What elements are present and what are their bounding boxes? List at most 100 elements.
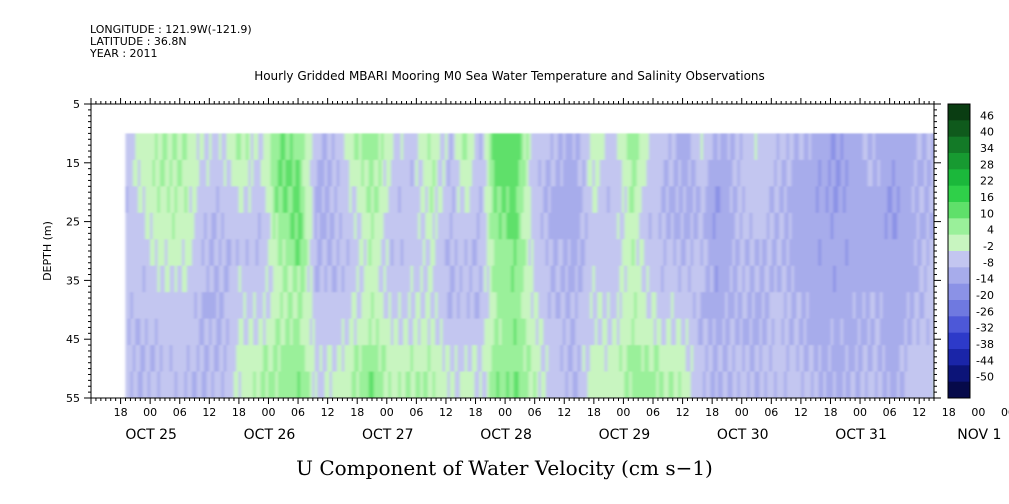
heatmap-cell (174, 345, 178, 373)
heatmap-cell (194, 159, 198, 187)
heatmap-cell (865, 292, 869, 320)
heatmap-cell (363, 371, 367, 398)
heatmap-cell (132, 133, 136, 161)
heatmap-cell (884, 186, 888, 214)
heatmap-cell (167, 133, 171, 161)
heatmap-cell (543, 186, 547, 214)
heatmap-cell (732, 186, 736, 214)
heatmap-cell (597, 371, 601, 398)
heatmap-cell (604, 318, 608, 346)
heatmap-cell (415, 159, 419, 187)
heatmap-cell (717, 186, 721, 214)
heatmap-cell (592, 239, 596, 267)
heatmap-cell (211, 212, 215, 240)
heatmap-cell (410, 186, 414, 214)
heatmap-cell (260, 159, 264, 187)
heatmap-cell (661, 133, 665, 161)
heatmap-cell (816, 212, 820, 240)
heatmap-cell (631, 318, 635, 346)
heatmap-cell (238, 318, 242, 346)
heatmap-cell (685, 133, 689, 161)
heatmap-cell (774, 265, 778, 293)
heatmap-cell (784, 292, 788, 320)
heatmap-cell (680, 265, 684, 293)
heatmap-cell (562, 212, 566, 240)
heatmap-cell (290, 212, 294, 240)
heatmap-cell (437, 292, 441, 320)
heatmap-cell (457, 265, 461, 293)
heatmap-cell (857, 371, 861, 398)
colorbar-swatch (948, 349, 970, 366)
heatmap-cell (327, 371, 331, 398)
heatmap-cell (395, 292, 399, 320)
heatmap-cell (619, 292, 623, 320)
heatmap-cell (538, 318, 542, 346)
heatmap-cell (297, 212, 301, 240)
heatmap-cell (366, 371, 370, 398)
heatmap-cell (226, 239, 230, 267)
heatmap-cell (253, 159, 257, 187)
heatmap-cell (408, 318, 412, 346)
heatmap-cell (693, 292, 697, 320)
heatmap-cell (641, 159, 645, 187)
x-hour-label: 06 (409, 406, 423, 419)
heatmap-cell (688, 345, 692, 373)
heatmap-cell (629, 159, 633, 187)
heatmap-cell (189, 265, 193, 293)
heatmap-cell (484, 133, 488, 161)
heatmap-cell (560, 371, 564, 398)
heatmap-cell (629, 345, 633, 373)
heatmap-cell (653, 292, 657, 320)
heatmap-cell (231, 292, 235, 320)
heatmap-cell (339, 371, 343, 398)
heatmap-cell (941, 372, 944, 399)
heatmap-cell (479, 239, 483, 267)
heatmap-cell (941, 186, 944, 213)
heatmap-cell (931, 371, 934, 398)
heatmap-cell (167, 318, 171, 346)
heatmap-cell (776, 371, 780, 398)
heatmap-cell (840, 186, 844, 214)
heatmap-cell (926, 239, 930, 267)
heatmap-cell (619, 265, 623, 293)
heatmap-cell (530, 186, 535, 214)
heatmap-cell (459, 159, 463, 187)
heatmap-cell (570, 371, 574, 398)
heatmap-cell (700, 239, 704, 267)
heatmap-cell (484, 186, 488, 214)
heatmap-cell (906, 239, 911, 267)
heatmap-cell (631, 292, 635, 320)
heatmap-cell (403, 371, 407, 398)
heatmap-cell (211, 345, 215, 373)
heatmap-cell (771, 292, 775, 320)
heatmap-cell (336, 345, 340, 373)
heatmap-cell (587, 345, 591, 373)
heatmap-cell (211, 239, 215, 267)
heatmap-cell (327, 345, 331, 373)
heatmap-cell (779, 318, 783, 346)
heatmap-cell (653, 318, 657, 346)
heatmap-cell (523, 318, 527, 346)
heatmap-cell (241, 318, 245, 346)
heatmap-cell (607, 186, 611, 214)
heatmap-cell (599, 265, 603, 293)
heatmap-cell (172, 212, 176, 240)
heatmap-cell (447, 212, 451, 240)
heatmap-cell (776, 212, 780, 240)
heatmap-cell (199, 133, 203, 161)
heatmap-cell (282, 159, 286, 187)
heatmap-cell (162, 318, 166, 346)
heatmap-cell (211, 265, 215, 293)
heatmap-cell (280, 318, 284, 346)
heatmap-cell (798, 212, 802, 240)
heatmap-cell (381, 186, 385, 214)
heatmap-cell (135, 345, 139, 373)
heatmap-cell (781, 239, 785, 267)
heatmap-cell (167, 292, 171, 320)
heatmap-cell (528, 212, 532, 240)
heatmap-cell (344, 371, 348, 398)
heatmap-cell (648, 212, 652, 240)
heatmap-cell (616, 159, 621, 187)
heatmap-cell (875, 212, 879, 240)
heatmap-cell (245, 318, 249, 346)
